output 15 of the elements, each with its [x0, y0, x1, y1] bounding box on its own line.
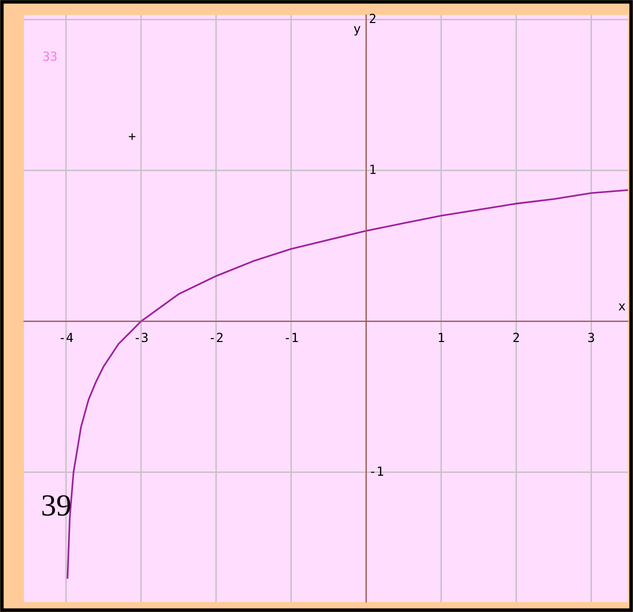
- x-tick-label: -2: [210, 332, 223, 342]
- y-tick-label: 1: [370, 164, 376, 174]
- y-tick-label: 2: [370, 14, 376, 24]
- annotation: 39: [42, 495, 70, 516]
- x-tick-label: -3: [136, 332, 148, 342]
- x-tick-label: -4: [60, 332, 73, 342]
- x-tick-label: -1: [286, 332, 298, 342]
- y-axis-title: y: [354, 26, 360, 36]
- x-tick-label: 3: [588, 332, 594, 342]
- x-axis-title: x: [618, 304, 626, 310]
- x-tick-label: 1: [438, 332, 444, 342]
- annotation: 33: [43, 51, 57, 61]
- annotation: +: [128, 133, 136, 140]
- y-tick-label: -1: [371, 466, 384, 476]
- x-tick-label: 2: [513, 332, 519, 342]
